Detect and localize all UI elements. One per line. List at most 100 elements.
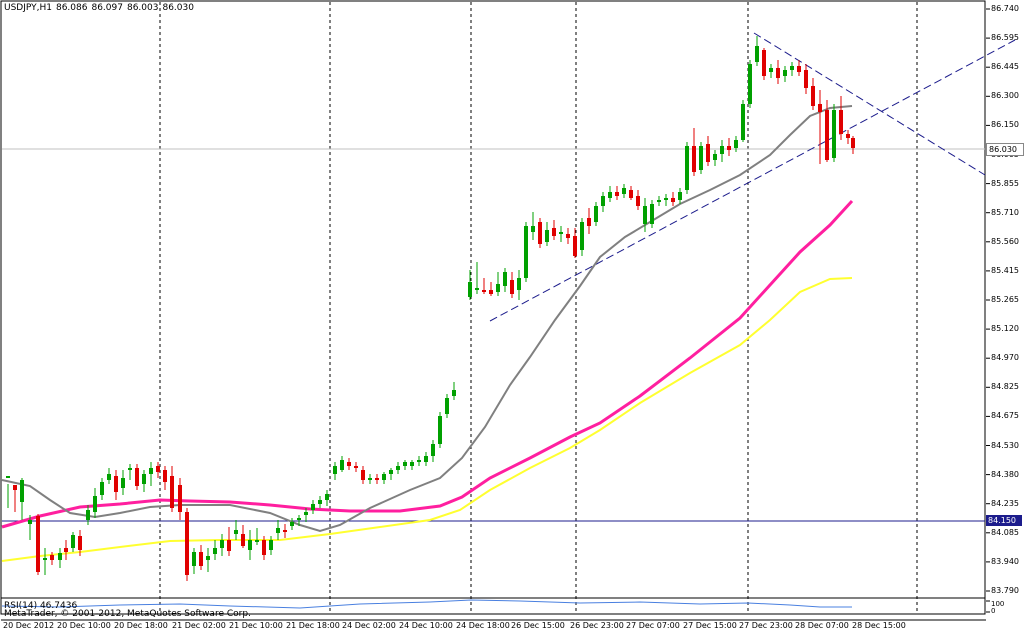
candle-body	[594, 206, 598, 222]
price-tick-label: 83.940	[991, 556, 1019, 566]
ma-mid-line	[1, 199, 854, 529]
current-price-tag: 86.030	[986, 143, 1024, 156]
candle-body	[178, 485, 182, 512]
candle-body	[347, 462, 351, 466]
candle-body	[601, 196, 605, 206]
ma-slow-line	[1, 277, 853, 562]
trend-line-up	[489, 39, 1016, 322]
price-tick-label: 84.380	[991, 469, 1019, 479]
candle-body	[769, 68, 773, 72]
candle-body	[699, 146, 703, 170]
candle-body	[431, 444, 435, 456]
candle-body	[622, 188, 626, 194]
time-tick-label: 28 Dec 07:00	[795, 621, 849, 630]
candle-body	[100, 482, 104, 495]
candle-body	[734, 140, 738, 148]
candle-body	[290, 522, 294, 526]
candle-body	[825, 110, 829, 160]
price-tick-label: 86.150	[991, 120, 1019, 130]
price-tick-label: 85.560	[991, 236, 1019, 246]
candle-body	[720, 146, 724, 154]
price-tick-label: 84.970	[991, 353, 1019, 363]
candle-body	[213, 548, 217, 554]
candle-body	[86, 510, 90, 520]
candle-body	[163, 470, 167, 482]
price-tick-label: 85.855	[991, 178, 1019, 188]
price-tick-label: 85.415	[991, 265, 1019, 275]
candle-body	[468, 282, 472, 297]
candle-body	[650, 204, 654, 224]
time-tick-label: 21 Dec 10:00	[229, 621, 283, 630]
candle-body	[615, 192, 619, 196]
candle-body	[192, 552, 196, 566]
candle-body	[58, 553, 62, 560]
time-tick-label: 26 Dec 23:00	[570, 621, 624, 630]
candle-body	[64, 548, 68, 552]
candle-body	[832, 110, 836, 158]
time-tick-label: 20 Dec 18:00	[114, 621, 168, 630]
copyright-text: MetaTrader, © 2001-2012, MetaQuotes Soft…	[4, 609, 251, 619]
candle-body	[475, 288, 479, 290]
time-tick-label: 27 Dec 07:00	[626, 621, 680, 630]
candle-body	[318, 500, 322, 504]
candle-body	[538, 222, 542, 244]
trend-line-down	[753, 32, 986, 176]
candle-body	[552, 228, 556, 236]
candle-body	[797, 66, 801, 72]
time-tick-label: 26 Dec 15:00	[511, 621, 565, 630]
candle-body	[199, 552, 203, 566]
price-tick-label: 84.235	[991, 498, 1019, 508]
candle-body	[608, 192, 612, 198]
candle-body	[297, 518, 301, 520]
rsi-panel-frame	[0, 597, 986, 615]
candle-body	[503, 272, 507, 286]
candle-body	[50, 555, 54, 560]
candle-body	[107, 474, 111, 480]
open-value: 86.086	[55, 3, 88, 13]
candle-body	[71, 535, 75, 548]
price-tick-label: 86.300	[991, 91, 1019, 101]
candle-body	[846, 134, 850, 138]
candle-body	[156, 466, 160, 472]
candle-body	[36, 516, 40, 572]
candle-body	[482, 290, 486, 292]
candle-body	[227, 540, 231, 551]
time-tick-label: 20 Dec 10:00	[57, 621, 111, 630]
candle-body	[783, 70, 787, 76]
candle-body	[671, 198, 675, 202]
candle-body	[755, 46, 759, 62]
candle-body	[135, 468, 139, 486]
rsi-line	[1, 599, 852, 609]
candle-body	[417, 460, 421, 462]
price-tick-label: 86.595	[991, 33, 1019, 43]
candle-body	[629, 190, 633, 198]
candle-body	[121, 478, 125, 488]
candle-body	[452, 390, 456, 396]
price-tick-label: 83.790	[991, 586, 1019, 595]
candle-body	[241, 534, 245, 546]
candle-body	[78, 536, 82, 550]
candle-body	[657, 200, 661, 202]
candle-body	[325, 494, 329, 500]
candle-body	[13, 485, 17, 490]
candle-body	[692, 146, 696, 172]
time-tick-label: 24 Dec 18:00	[456, 621, 510, 630]
rsi-label: RSI(14) 46.7436	[4, 601, 78, 611]
price-tick-label: 84.825	[991, 382, 1019, 392]
candle-body	[804, 70, 808, 88]
time-tick-label: 21 Dec 18:00	[286, 621, 340, 630]
time-tick-label: 27 Dec 23:00	[739, 621, 793, 630]
candle-body	[559, 232, 563, 234]
symbol-label: USDJPY,H1	[4, 3, 52, 13]
time-tick-label: 24 Dec 10:00	[399, 621, 453, 630]
candle-body	[776, 68, 780, 78]
candle-body	[93, 496, 97, 512]
price-tick-label: 84.675	[991, 411, 1019, 421]
candle-body	[311, 504, 315, 510]
candle-body	[206, 556, 210, 560]
candle-body	[818, 104, 822, 112]
candle-body	[643, 206, 647, 224]
candle-body	[28, 520, 32, 524]
